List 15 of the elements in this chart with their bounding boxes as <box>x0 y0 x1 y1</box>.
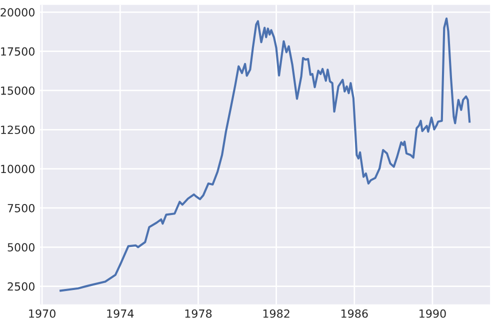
y-tick-label: 15000 <box>1 86 34 95</box>
y-tick-label: 2500 <box>8 282 34 291</box>
x-tick-label: 1982 <box>263 309 290 318</box>
x-tick-label: 1990 <box>420 309 446 318</box>
y-tick-label: 17500 <box>1 47 34 56</box>
x-tick-label: 1970 <box>29 309 56 318</box>
x-tick-label: 1986 <box>341 309 368 318</box>
y-tick-label: 7500 <box>8 204 34 212</box>
y-tick-label: 5000 <box>8 243 34 252</box>
y-tick-label: 12500 <box>1 126 34 134</box>
line-series <box>60 18 471 292</box>
x-tick-label: 1978 <box>185 309 212 318</box>
y-tick-label: 20000 <box>0 8 34 17</box>
y-tick-label: 10000 <box>1 164 34 174</box>
x-tick-label: 1974 <box>107 309 134 318</box>
